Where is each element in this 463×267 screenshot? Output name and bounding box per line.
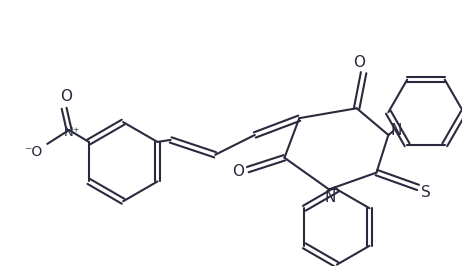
Text: ⁻O: ⁻O [24, 145, 43, 159]
Text: N: N [390, 123, 401, 138]
Text: N: N [324, 190, 335, 205]
Text: O: O [60, 89, 72, 104]
Text: O: O [352, 55, 364, 70]
Text: S: S [420, 185, 430, 200]
Text: N⁺: N⁺ [63, 125, 80, 139]
Text: O: O [232, 164, 244, 179]
